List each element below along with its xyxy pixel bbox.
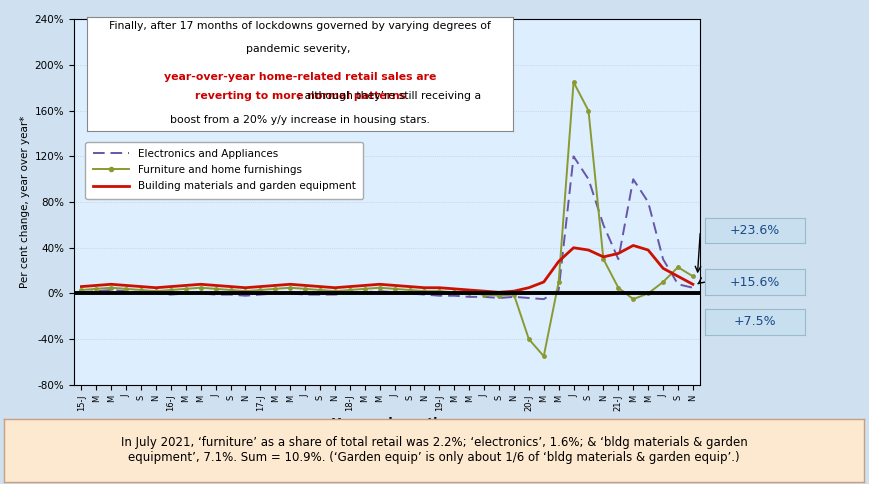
Text: reverting to more normal patterns: reverting to more normal patterns [195, 91, 405, 101]
Legend: Electronics and Appliances, Furniture and home furnishings, Building materials a: Electronics and Appliances, Furniture an… [85, 141, 362, 198]
X-axis label: Year and month: Year and month [331, 417, 442, 430]
Text: In July 2021, ‘furniture’ as a share of total retail was 2.2%; ‘electronics’, 1.: In July 2021, ‘furniture’ as a share of … [121, 436, 746, 464]
Y-axis label: Per cent change, year over year*: Per cent change, year over year* [20, 116, 30, 288]
Text: +23.6%: +23.6% [729, 224, 779, 237]
Text: Finally, after 17 months of lockdowns governed by varying degrees of: Finally, after 17 months of lockdowns go… [109, 21, 490, 31]
Text: +7.5%: +7.5% [733, 316, 775, 329]
Text: ; although they’re still receiving a: ; although they’re still receiving a [119, 91, 481, 101]
Text: year-over-year home-related retail sales are: year-over-year home-related retail sales… [163, 72, 436, 81]
Text: pandemic severity,: pandemic severity, [246, 44, 354, 54]
Text: boost from a 20% y/y increase in housing stars.: boost from a 20% y/y increase in housing… [170, 115, 429, 125]
Text: +15.6%: +15.6% [729, 275, 779, 288]
